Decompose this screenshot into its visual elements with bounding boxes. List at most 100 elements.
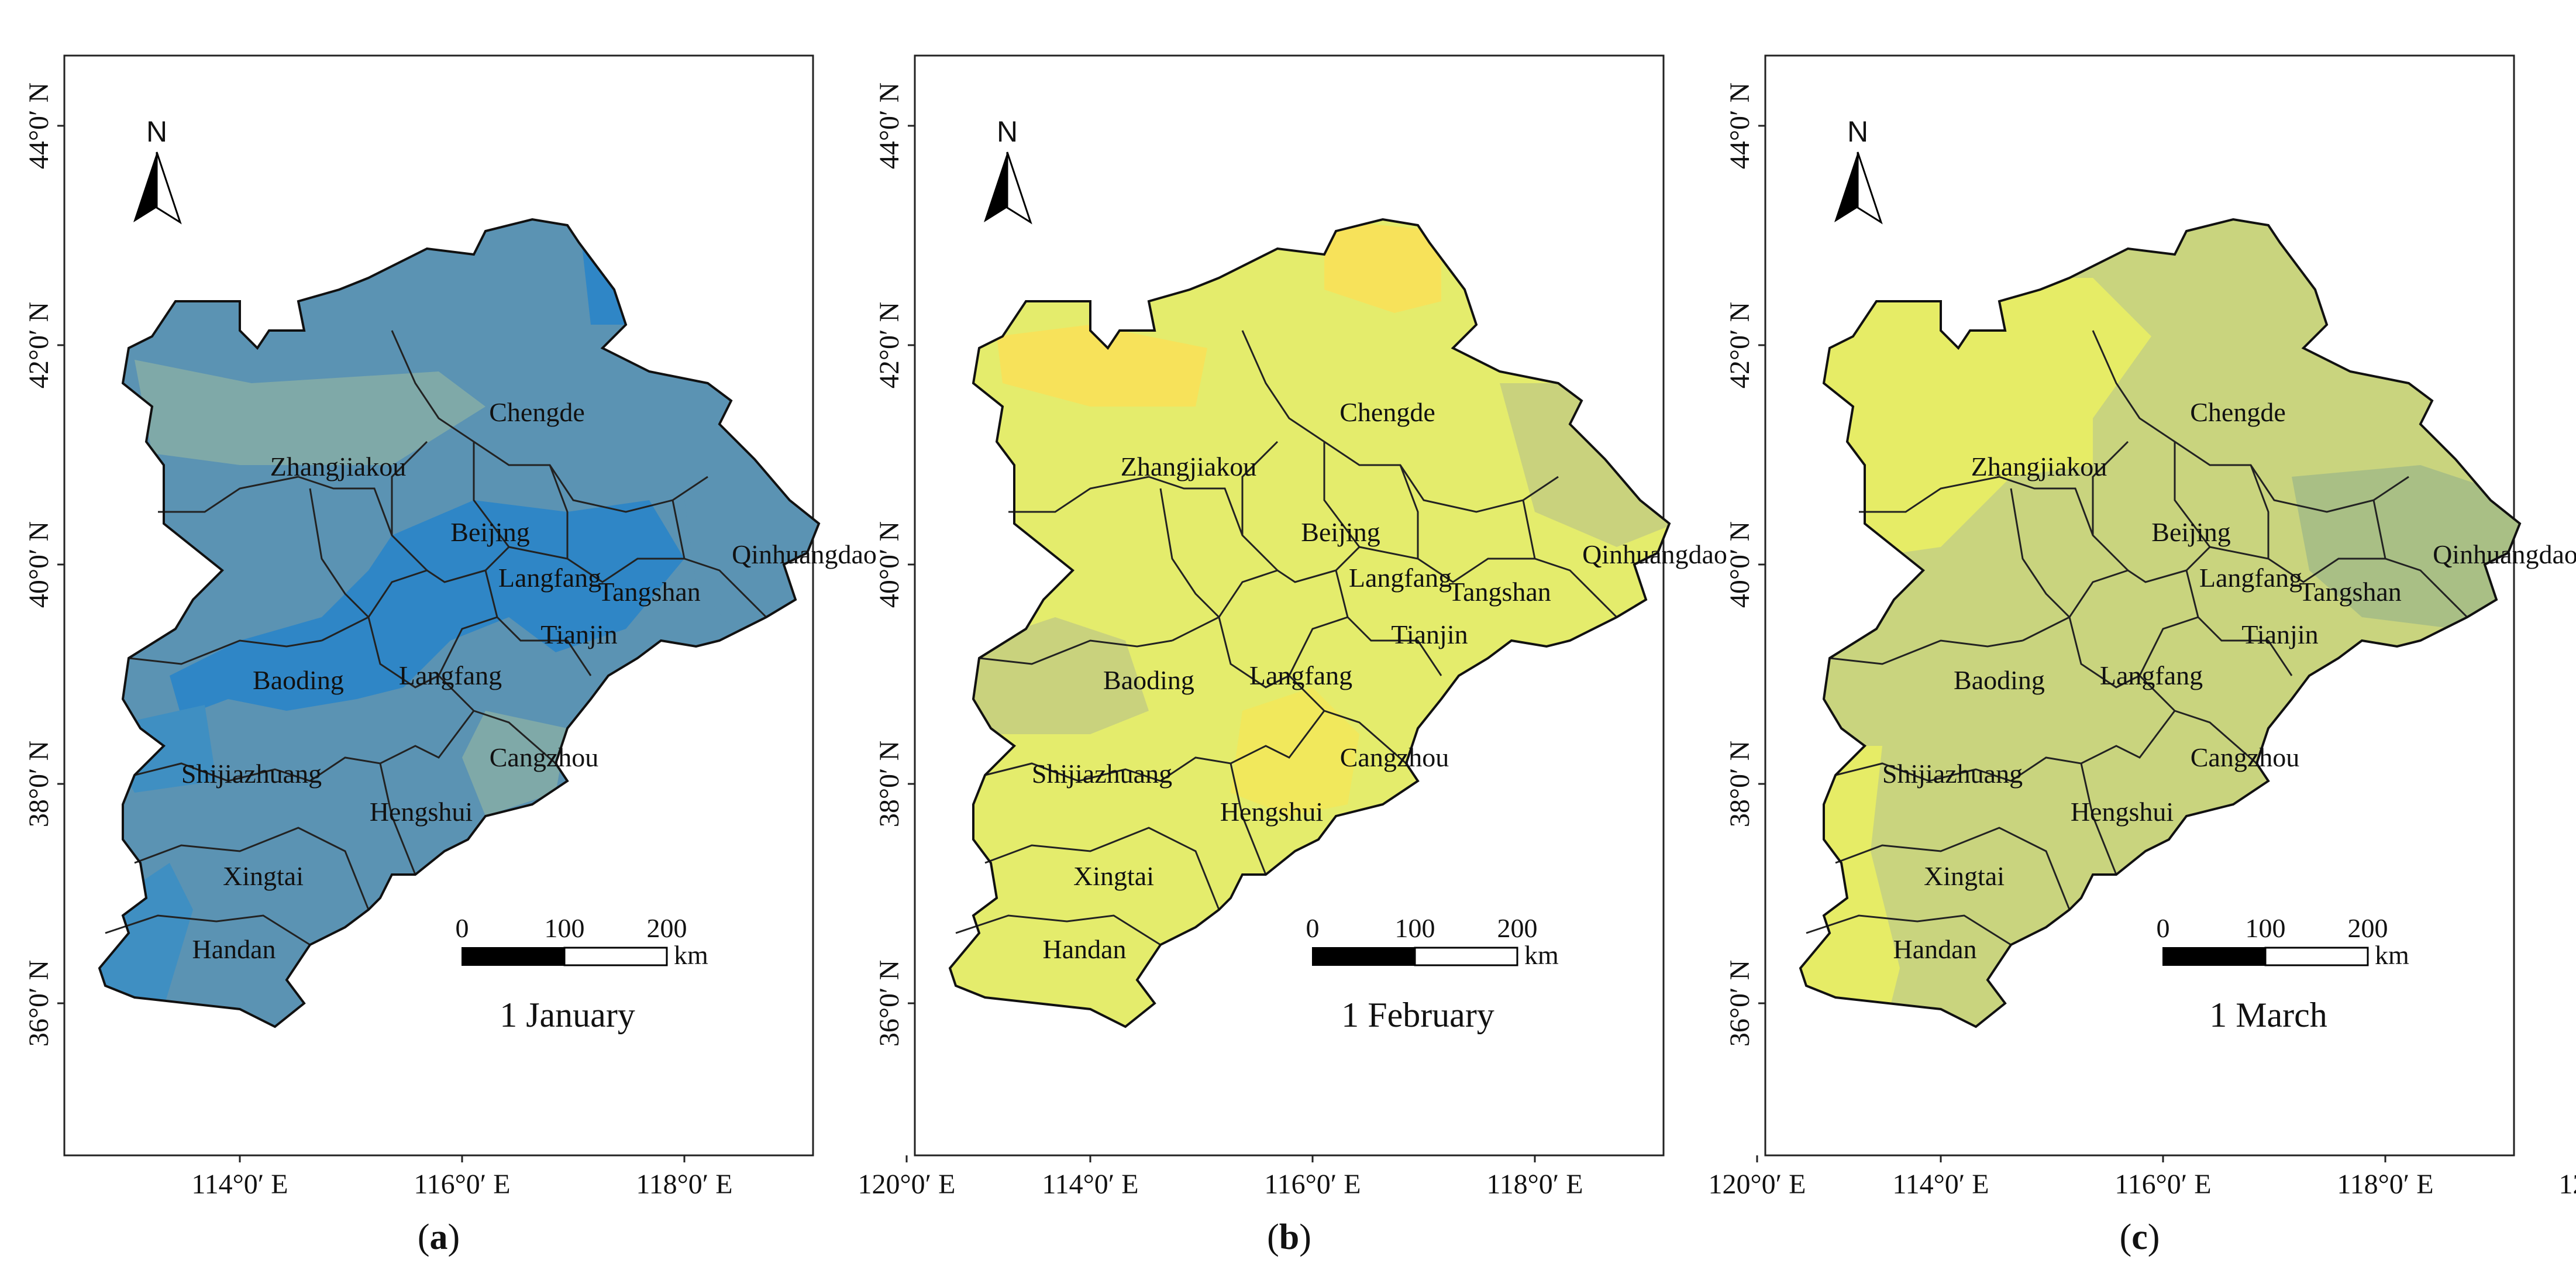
scale-bar-unit: km [1524, 940, 1559, 970]
city-label: Shijiazhuang [1882, 759, 2023, 789]
city-label: Beijing [1301, 517, 1380, 547]
city-label: Hengshui [370, 797, 473, 827]
city-label: Langfang [2100, 660, 2203, 690]
city-label: Baoding [253, 665, 344, 695]
city-label: Zhangjiakou [1971, 452, 2107, 481]
north-arrow-label: N [146, 115, 167, 148]
city-label: Handan [1042, 934, 1126, 964]
x-tick-label: 114°0′ E [1892, 1169, 1989, 1200]
y-tick-label: 44°0′ N [1724, 82, 1755, 169]
x-tick-label: 120°0′ E [857, 1169, 955, 1200]
y-tick-label: 42°0′ N [1724, 302, 1755, 388]
city-label: Tangshan [1448, 577, 1551, 607]
caption-b: (b) [1267, 1217, 1311, 1257]
x-tick-label: 118°0′ E [2337, 1169, 2433, 1200]
x-tick-label: 116°0′ E [1264, 1169, 1361, 1200]
city-label: Chengde [1339, 397, 1435, 427]
city-label: Cangzhou [2191, 742, 2300, 772]
value-zones [99, 219, 819, 1027]
city-label: Cangzhou [490, 742, 599, 772]
y-tick-label: 36°0′ N [874, 960, 905, 1047]
north-arrow-label: N [1847, 115, 1868, 148]
y-tick-label: 36°0′ N [23, 960, 54, 1047]
city-label: Langfang [399, 660, 502, 690]
city-label: Hengshui [2071, 797, 2174, 827]
date-label: 1 January [500, 996, 635, 1034]
scale-bar-label: 200 [647, 913, 687, 943]
caption-letter-c: c [2131, 1217, 2148, 1257]
city-label: Qinhuangdao [2433, 539, 2576, 569]
date-label: 1 February [1341, 996, 1494, 1034]
city-label: Tianjin [2241, 620, 2318, 649]
city-label: Shijiazhuang [181, 759, 322, 789]
scale-bar-unit: km [674, 940, 708, 970]
city-label: Zhangjiakou [270, 452, 407, 481]
y-tick-label: 40°0′ N [1724, 521, 1755, 608]
scale-bar-label: 100 [1395, 913, 1435, 943]
city-label: Qinhuangdao [732, 539, 877, 569]
date-label: 1 March [2209, 996, 2327, 1034]
map-panel-c: Chengde Zhangjiakou Beijing Qinhuangdao Lang… [1724, 54, 2576, 1200]
city-label: Langfang [498, 563, 601, 593]
city-label: Baoding [1103, 665, 1194, 695]
map-panel-b: Chengde Zhangjiakou Beijing Qinhuangdao Lang… [874, 54, 1806, 1200]
scale-bar-label: 200 [2348, 913, 2388, 943]
city-label: Xingtai [1073, 861, 1154, 891]
north-arrow-icon: N [983, 115, 1032, 223]
city-label: Chengde [489, 397, 585, 427]
city-label: Tianjin [1391, 620, 1468, 649]
caption-letter-b: b [1279, 1217, 1300, 1257]
x-tick-label: 114°0′ E [1042, 1169, 1138, 1200]
scale-bar-label: 100 [545, 913, 585, 943]
city-label: Tangshan [2299, 577, 2402, 607]
y-tick-label: 38°0′ N [874, 741, 905, 827]
x-tick-label: 116°0′ E [414, 1169, 510, 1200]
scale-bar-unit: km [2375, 940, 2409, 970]
scale-bar-label: 0 [456, 913, 469, 943]
y-tick-label: 38°0′ N [1724, 741, 1755, 827]
city-label: Handan [192, 934, 275, 964]
north-arrow-icon: N [1833, 115, 1882, 223]
caption-c: (c) [2119, 1217, 2160, 1257]
caption-letter-a: a [429, 1217, 448, 1257]
y-tick-label: 38°0′ N [23, 741, 54, 827]
x-tick-label: 116°0′ E [2114, 1169, 2211, 1200]
north-arrow-label: N [997, 115, 1018, 148]
city-label: Cangzhou [1340, 742, 1449, 772]
y-tick-label: 42°0′ N [874, 302, 905, 388]
city-label: Qinhuangdao [1582, 539, 1727, 569]
y-tick-label: 44°0′ N [874, 82, 905, 169]
city-label: Hengshui [1220, 797, 1323, 827]
x-tick-label: 120°0′ E [2558, 1169, 2576, 1200]
city-label: Tangshan [598, 577, 701, 607]
city-label: Shijiazhuang [1032, 759, 1172, 789]
city-label: Baoding [1954, 665, 2045, 695]
scale-bar-label: 100 [2246, 913, 2286, 943]
y-tick-label: 40°0′ N [23, 521, 54, 608]
city-label: Tianjin [540, 620, 617, 649]
y-tick-label: 44°0′ N [23, 82, 54, 169]
city-label: Beijing [2151, 517, 2230, 547]
city-label: Xingtai [223, 861, 304, 891]
x-tick-label: 118°0′ E [1486, 1169, 1583, 1200]
panels-layer: Chengde Zhangjiakou Beijing Qinhuangdao Lang… [23, 54, 2576, 1200]
map-panel-a: Chengde Zhangjiakou Beijing Qinhuangdao Lang… [23, 54, 956, 1200]
scale-bar-label: 0 [2157, 913, 2170, 943]
y-tick-label: 36°0′ N [1724, 960, 1755, 1047]
x-tick-label: 120°0′ E [1708, 1169, 1806, 1200]
y-tick-label: 40°0′ N [874, 521, 905, 608]
city-label: Xingtai [1924, 861, 2005, 891]
x-tick-label: 118°0′ E [636, 1169, 732, 1200]
north-arrow-icon: N [132, 115, 181, 223]
city-label: Handan [1893, 934, 1976, 964]
city-label: Langfang [1249, 660, 1352, 690]
x-tick-label: 114°0′ E [191, 1169, 288, 1200]
y-tick-label: 42°0′ N [23, 302, 54, 388]
city-label: Langfang [1349, 563, 1452, 593]
city-label: Beijing [450, 517, 529, 547]
city-label: Zhangjiakou [1121, 452, 1257, 481]
